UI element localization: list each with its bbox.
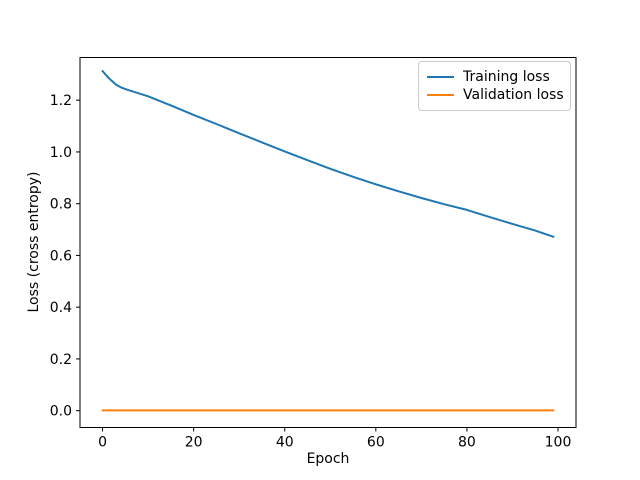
x-tick-label: 40 — [276, 435, 294, 451]
series-line-training-loss — [101, 70, 555, 238]
axes-frame — [79, 57, 577, 428]
legend-label-validation-loss: Validation loss — [463, 87, 564, 103]
legend-label-training-loss: Training loss — [463, 69, 550, 85]
y-tick-label: 1.2 — [50, 93, 72, 109]
y-tick-label: 0.2 — [50, 352, 72, 368]
y-tick-label: 0.4 — [50, 300, 72, 316]
legend: Training loss Validation loss — [418, 61, 571, 111]
validation-loss-line-swatch — [427, 94, 454, 96]
y-tick-label: 0.0 — [50, 404, 72, 420]
y-tick-label: 0.6 — [50, 248, 72, 264]
x-tick-label: 100 — [545, 435, 572, 451]
y-axis-label: Loss (cross entropy) — [26, 172, 42, 313]
y-tick-label: 0.8 — [50, 197, 72, 213]
legend-item-training-loss: Training loss — [427, 68, 562, 86]
x-tick-label: 20 — [185, 435, 203, 451]
training-loss-line-swatch — [427, 76, 454, 78]
y-tick-label: 1.0 — [50, 145, 72, 161]
x-tick-label: 0 — [98, 435, 107, 451]
x-tick-label: 60 — [367, 435, 385, 451]
legend-item-validation-loss: Validation loss — [427, 86, 564, 104]
x-axis-label: Epoch — [307, 451, 350, 467]
x-tick-label: 80 — [458, 435, 476, 451]
